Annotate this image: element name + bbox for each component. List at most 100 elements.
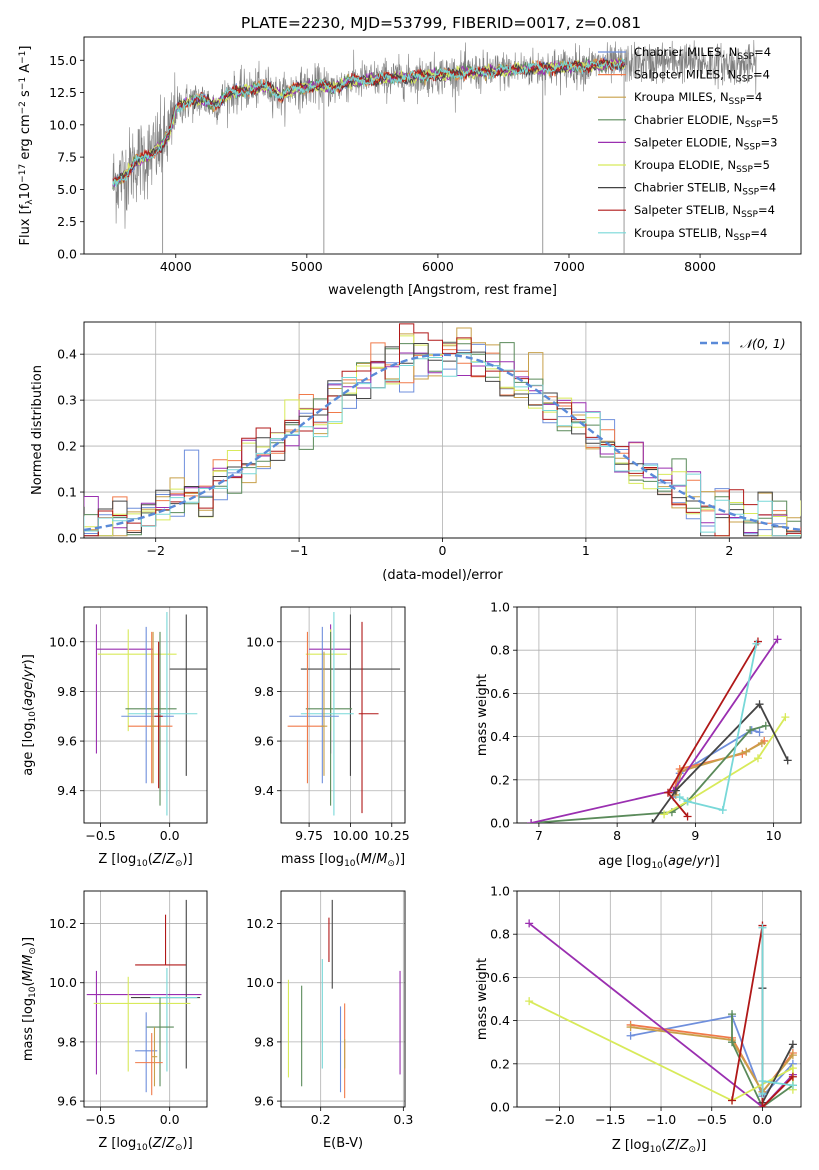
weight-marker	[728, 1010, 737, 1019]
y-tick-label: 10.0	[49, 634, 77, 649]
weight-marker	[781, 713, 790, 722]
x-tick-label: 10	[766, 828, 782, 843]
x-tick-label: 0.0	[753, 1112, 773, 1127]
legend-label-kroupa-stelib: Kroupa STELIB, NSSP=4	[634, 226, 767, 243]
legend-label-salpeter-elodie: Salpeter ELODIE, NSSP=3	[634, 135, 777, 152]
errorbar-chabrier-miles	[135, 1012, 158, 1093]
y-tick-label: 10.2	[49, 916, 77, 931]
y-tick-label: 5.0	[57, 182, 77, 197]
mass_weight_vs_Z-y-label: mass weight	[475, 958, 490, 1040]
y-tick-label: 0.2	[490, 772, 510, 787]
residuals-x-label: (data-model)/error	[382, 568, 503, 583]
mass_weight_vs_age-plot-area	[527, 635, 792, 823]
x-tick-label: 7000	[553, 259, 585, 274]
x-tick-label: 0.3	[393, 1112, 413, 1127]
y-tick-label: 9.6	[57, 734, 77, 749]
x-tick-label: 7	[535, 828, 543, 843]
y-tick-label: 10.0	[246, 975, 274, 990]
weight-marker	[742, 747, 751, 756]
errorbar-kroupa-stelib	[128, 611, 198, 816]
weight-line	[679, 643, 758, 812]
mass_vs_Z-x-label: Z [log10(Z/Z⊙)]	[98, 1136, 192, 1153]
x-tick-label: 9	[691, 828, 699, 843]
x-tick-label: 5000	[291, 259, 323, 274]
errorbar-salpeter-miles	[128, 631, 173, 784]
x-tick-label: 10.25	[374, 828, 410, 843]
age_vs_Z-x-label: Z [log10(Z/Z⊙)]	[98, 852, 192, 869]
y-tick-label: 15.0	[49, 53, 77, 68]
weight-series-kroupa-stelib	[675, 639, 761, 815]
weight-marker	[758, 1077, 767, 1086]
y-tick-label: 9.8	[254, 684, 274, 699]
y-tick-label: 0.4	[490, 1013, 510, 1028]
y-tick-label: 12.5	[49, 85, 77, 100]
x-tick-label: −0.5	[85, 828, 115, 843]
weight-marker	[648, 819, 657, 823]
weight-marker	[753, 754, 762, 763]
y-tick-label: 9.6	[254, 1094, 274, 1109]
x-tick-label: −0.5	[85, 1112, 115, 1127]
weight-line	[651, 702, 789, 823]
normal-legend-label: 𝒩(0, 1)	[740, 336, 786, 351]
weight-marker	[788, 1040, 797, 1049]
residuals-y-label: Normed distribution	[30, 365, 45, 495]
histogram-kroupa-stelib	[84, 353, 801, 537]
weight-marker	[788, 1072, 797, 1081]
mass-weight-vs-age-panel: 7 8 9 10 0.0 0.2 0.4 0.6 0.8 1.0 age [log10(age/yr…	[475, 600, 802, 871]
residuals-plot-area	[84, 323, 801, 537]
weight-line	[630, 1015, 794, 1098]
mass_vs_EBV-plot-area	[287, 899, 401, 1099]
age_vs_mass-plot-area	[287, 611, 401, 816]
axes-frame	[516, 890, 802, 1108]
errorbar-salpeter-miles	[135, 1033, 163, 1096]
y-tick-label: 0.0	[490, 816, 510, 831]
weight-marker	[788, 1051, 797, 1060]
spectrum-panel: 4000 5000 6000 7000 8000 0.0 2.5 5.0 7.5 10.0 12.5…	[18, 36, 802, 298]
weight-line	[666, 641, 759, 818]
errorbar-salpeter-stelib	[135, 914, 187, 966]
residuals-panel: −2 −1 0 1 2 0.0 0.1 0.2 0.3 0.4 𝒩(0, 1) (data-model…	[30, 321, 802, 583]
axes-frame	[83, 890, 208, 1108]
y-tick-label: 9.6	[254, 734, 274, 749]
legend-label-salpeter-stelib: Salpeter STELIB, NSSP=4	[634, 203, 775, 220]
y-tick-label: 0.6	[490, 970, 510, 985]
errorbar-kroupa-stelib	[300, 611, 354, 816]
spectrum-x-label: wavelength [Angstrom, rest frame]	[328, 283, 557, 298]
y-tick-label: 9.4	[57, 783, 77, 798]
y-tick-label: 7.5	[57, 150, 77, 165]
weight-marker	[758, 1103, 767, 1107]
weight-marker	[718, 806, 727, 815]
mass_weight_vs_Z-x-label: Z [log10(Z/Z⊙)]	[612, 1138, 706, 1155]
x-tick-label: 10.00	[333, 828, 369, 843]
weight-marker	[773, 635, 782, 644]
weight-line	[663, 716, 787, 816]
x-tick-label: 2	[725, 543, 733, 558]
weight-series-chabrier-elodie	[527, 721, 770, 823]
y-tick-label: 0.0	[57, 247, 77, 262]
errorbar-chabrier-stelib	[300, 614, 401, 776]
mass_vs_Z-plot-area	[86, 899, 202, 1096]
weight-series-kroupa-stelib	[758, 923, 797, 1099]
errorbar-chabrier-miles	[121, 626, 174, 784]
x-tick-label: −1	[290, 543, 308, 558]
y-tick-label: 0.8	[490, 643, 510, 658]
y-tick-label: 9.8	[57, 1034, 77, 1049]
weight-line	[731, 1014, 794, 1107]
x-tick-label: −0.5	[697, 1112, 727, 1127]
mass-vs-extinction-panel: 0.2 0.3 9.6 9.8 10.0 10.2 E(B-V)	[246, 890, 413, 1151]
weight-marker	[527, 819, 536, 823]
mass-weight-vs-metallicity-panel: −2.0 −1.5 −1.0 −0.5 0.0 0.0 0.2 0.4 0.6 0.8 1.0 Z […	[475, 884, 802, 1155]
weight-marker	[728, 1038, 737, 1047]
x-tick-label: −1.0	[646, 1112, 676, 1127]
legend-label-chabrier-stelib: Chabrier STELIB, NSSP=4	[634, 181, 776, 198]
errorbar-kroupa-miles	[150, 631, 156, 784]
y-tick-label: 0.1	[57, 485, 77, 500]
model-spectrum-chabrier-stelib	[112, 59, 626, 182]
legend-label-chabrier-miles: Chabrier MILES, NSSP=4	[634, 45, 771, 62]
weight-marker	[683, 812, 692, 821]
weight-marker	[746, 726, 755, 735]
axes-frame	[280, 890, 406, 1108]
y-tick-label: 1.0	[490, 884, 510, 899]
y-tick-label: 0.0	[57, 531, 77, 546]
